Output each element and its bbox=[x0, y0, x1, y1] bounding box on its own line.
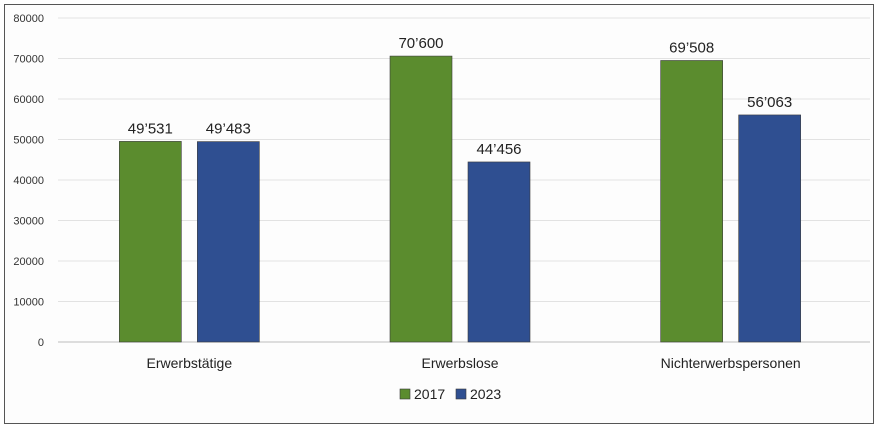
data-labels: 49’531 49’483 70’600 44’456 69’508 56’063 bbox=[128, 35, 792, 158]
legend-swatch-2023 bbox=[455, 388, 467, 400]
bars bbox=[119, 55, 801, 343]
data-label: 49’483 bbox=[206, 121, 251, 138]
bar-2017 bbox=[389, 55, 453, 343]
x-category-label: Erwerbslose bbox=[421, 355, 498, 371]
bar-2017 bbox=[119, 141, 182, 343]
x-category-label: Erwerbstätige bbox=[147, 355, 233, 371]
y-tick-label: 80000 bbox=[13, 13, 44, 25]
data-label: 56’063 bbox=[747, 94, 792, 111]
bar-2017 bbox=[660, 60, 723, 343]
y-tick-label: 0 bbox=[38, 337, 44, 349]
data-label: 69’508 bbox=[669, 39, 714, 56]
bar-2023 bbox=[738, 114, 801, 343]
data-label: 49’531 bbox=[128, 120, 173, 137]
y-tick-label: 40000 bbox=[13, 175, 44, 187]
y-tick-label: 70000 bbox=[13, 54, 44, 66]
legend-label: 2017 bbox=[414, 386, 445, 402]
y-tick-label: 50000 bbox=[13, 135, 44, 147]
data-label: 44’456 bbox=[476, 141, 521, 158]
y-axis-ticks: 0 10000 20000 30000 40000 50000 60000 70000 8000… bbox=[13, 13, 44, 349]
x-category-label: Nichterwerbspersonen bbox=[661, 355, 801, 371]
data-label: 70’600 bbox=[398, 35, 443, 52]
grid-lines bbox=[58, 17, 870, 343]
y-tick-label: 10000 bbox=[13, 297, 44, 309]
bar-2023 bbox=[467, 161, 531, 343]
bar-2023 bbox=[197, 141, 260, 343]
x-axis-categories: Erwerbstätige Erwerbslose Nichterwerbspers… bbox=[147, 355, 801, 371]
y-tick-label: 20000 bbox=[13, 256, 44, 268]
legend: 2017 2023 bbox=[399, 386, 501, 402]
y-tick-label: 30000 bbox=[13, 216, 44, 228]
y-tick-label: 60000 bbox=[13, 94, 44, 106]
legend-label: 2023 bbox=[470, 386, 501, 402]
legend-swatch-2017 bbox=[399, 388, 411, 400]
